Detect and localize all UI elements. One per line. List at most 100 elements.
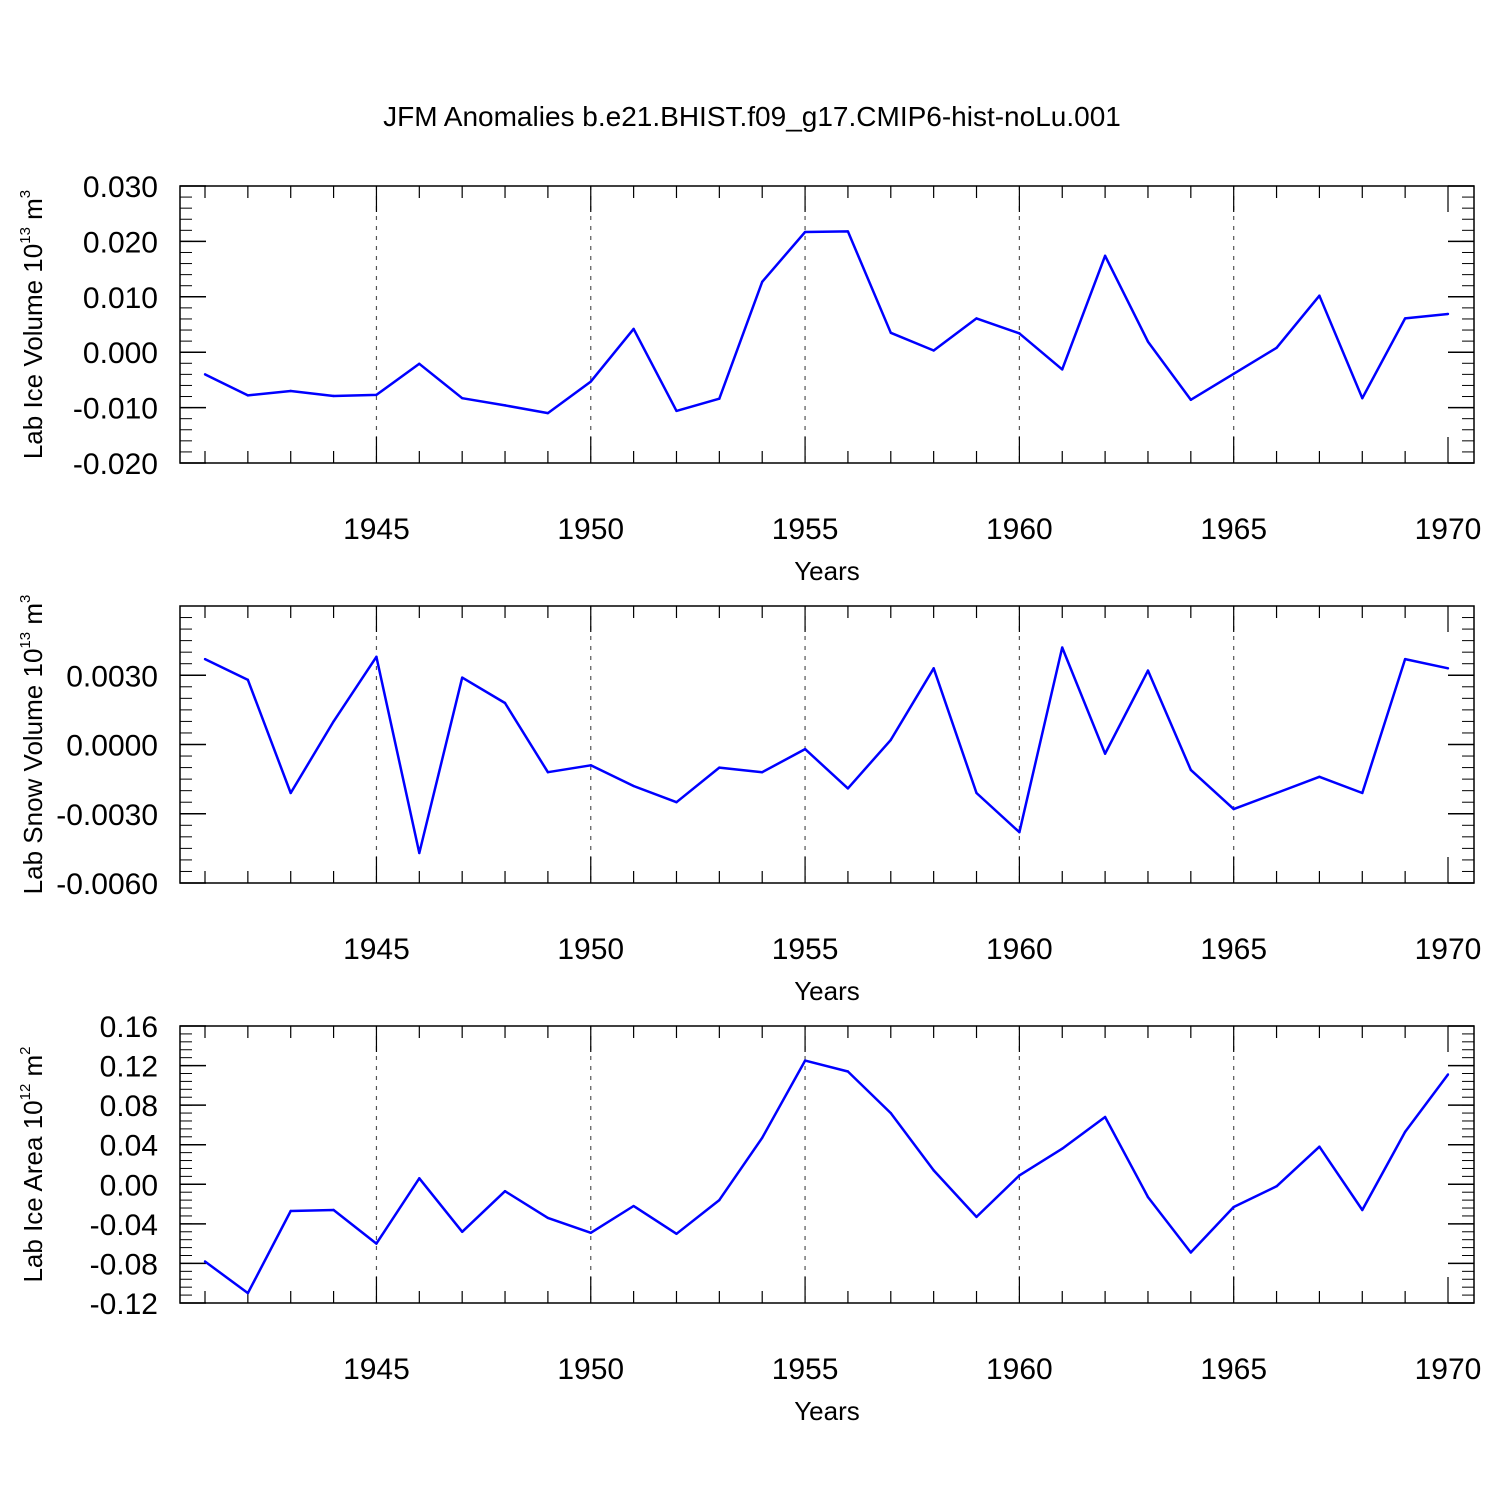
data-point (1361, 396, 1364, 400)
data-point (246, 1291, 250, 1295)
plot-frame (179, 605, 1475, 884)
y-tick-label: 0.000 (83, 337, 158, 370)
data-point (718, 766, 721, 769)
y-tick-label: 0.010 (83, 282, 158, 315)
y-tick-label: -0.0030 (56, 799, 158, 832)
x-tick-label: 1950 (557, 1353, 624, 1386)
data-point (1361, 791, 1364, 795)
x-tick-label: 1945 (343, 1353, 410, 1386)
y-tick-label: -0.0060 (56, 868, 158, 901)
data-point (418, 1177, 421, 1180)
x-tick-label: 1970 (1415, 933, 1482, 966)
x-tick-label: 1950 (557, 513, 624, 546)
data-point (1018, 332, 1021, 335)
data-point (675, 409, 678, 413)
data-point (1189, 398, 1193, 402)
data-point (632, 1204, 635, 1208)
y-tick-label: -0.12 (90, 1288, 158, 1321)
x-tick-label: 1945 (343, 513, 410, 546)
data-point (589, 1231, 592, 1234)
series-line (204, 230, 1449, 415)
panel-1: -0.020 -0.010 0.000 0.010 0.020 0.030 1945 1950… (17, 171, 1481, 586)
data-point (1146, 1195, 1150, 1199)
x-axis-title: Years (794, 556, 860, 586)
data-point (632, 327, 635, 331)
x-tick-label: 1970 (1415, 513, 1482, 546)
data-point (1103, 752, 1107, 755)
data-point (718, 397, 721, 400)
data-point (1018, 1174, 1021, 1177)
x-tick-label: 1960 (986, 513, 1053, 546)
data-point (803, 230, 807, 234)
data-point (1146, 669, 1150, 672)
data-point (289, 389, 292, 393)
data-point (546, 411, 550, 415)
x-tick-label: 1960 (986, 1353, 1053, 1386)
data-point (1275, 791, 1278, 795)
data-point (375, 393, 378, 397)
x-tick-label: 1950 (557, 933, 624, 966)
chart-title: JFM Anomalies b.e21.BHIST.f09_g17.CMIP6-… (383, 101, 1121, 132)
data-point (332, 394, 335, 398)
data-point (846, 230, 850, 233)
data-point (632, 784, 635, 788)
data-point (1061, 368, 1064, 371)
data-point (1061, 1147, 1064, 1150)
y-tick-label: 0.0030 (66, 660, 158, 693)
data-point (1403, 657, 1407, 661)
data-point (589, 380, 592, 383)
data-point (246, 394, 250, 397)
data-point (1061, 646, 1064, 649)
data-point (761, 1136, 764, 1139)
data-point (375, 655, 378, 658)
data-point (332, 720, 335, 723)
y-axis-title: Lab Snow Volume 1013 m3 (17, 595, 48, 895)
data-point (289, 1209, 292, 1213)
data-point (803, 1059, 807, 1062)
data-point (503, 701, 507, 705)
y-tick-label: -0.04 (90, 1209, 158, 1242)
data-point (503, 404, 507, 407)
panel-2: -0.0060 -0.0030 0.0000 0.0030 1945 1950 1955 19… (17, 595, 1481, 1006)
data-point (1361, 1208, 1364, 1212)
x-tick-label: 1945 (343, 933, 410, 966)
data-point (932, 667, 935, 670)
data-point (932, 1169, 935, 1172)
data-point (1275, 346, 1278, 349)
data-point (1232, 807, 1235, 811)
data-point (1403, 317, 1407, 320)
data-point (1232, 1205, 1235, 1209)
y-tick-label: -0.08 (90, 1248, 158, 1281)
data-point (1446, 1073, 1450, 1076)
series-line (204, 1059, 1450, 1295)
data-point (418, 851, 421, 855)
y-tick-label: 0.12 (100, 1051, 158, 1084)
plot-frame (179, 185, 1475, 464)
data-point (332, 1208, 335, 1212)
data-point (1146, 340, 1150, 343)
data-point (718, 1198, 721, 1202)
y-tick-label: -0.020 (73, 448, 158, 481)
y-axis-title: Lab Ice Area 1012 m2 (17, 1046, 48, 1282)
data-point (203, 1260, 207, 1263)
data-point (803, 747, 807, 751)
data-point (589, 764, 592, 767)
data-point (1189, 768, 1193, 772)
data-point (246, 678, 250, 682)
x-tick-label: 1965 (1200, 513, 1267, 546)
y-tick-label: 0.00 (100, 1169, 158, 1202)
data-point (1403, 1130, 1407, 1134)
y-tick-label: 0.16 (100, 1011, 158, 1044)
data-point (418, 362, 421, 366)
x-axis-title: Years (794, 976, 860, 1006)
y-tick-label: -0.010 (73, 393, 158, 426)
data-point (460, 396, 464, 400)
data-point (460, 1230, 464, 1233)
data-point (503, 1190, 507, 1193)
y-tick-label: 0.0000 (66, 730, 158, 763)
data-point (203, 373, 207, 376)
panels: -0.020 -0.010 0.000 0.010 0.020 0.030 1945 1950… (17, 171, 1481, 1426)
data-point (761, 771, 764, 774)
x-tick-label: 1965 (1200, 933, 1267, 966)
data-point (889, 331, 892, 335)
